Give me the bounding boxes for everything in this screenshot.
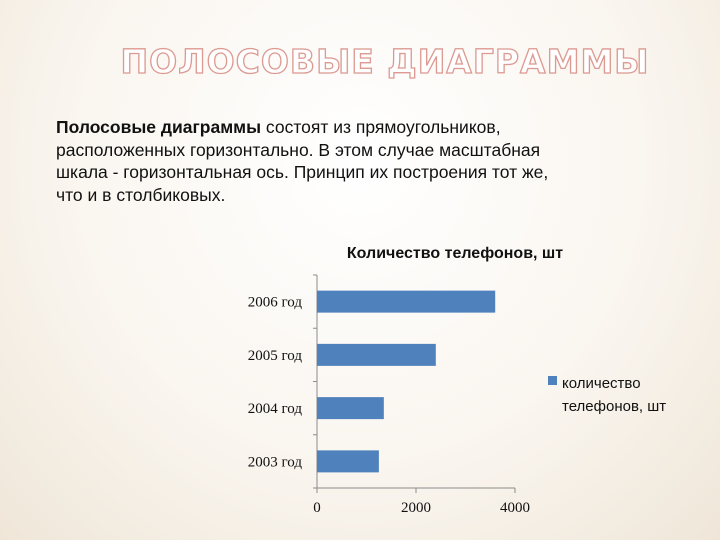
body-paragraph: Полосовые диаграммы состоят из прямоугол… — [56, 116, 576, 206]
body-paragraph-bold: Полосовые диаграммы — [56, 117, 262, 137]
y-tick-label: 2005 год — [248, 348, 303, 364]
bar-1 — [317, 290, 496, 313]
y-tick-label: 2004 год — [248, 401, 303, 417]
x-tick-label: 2000 — [401, 500, 431, 516]
legend-label: количество — [562, 375, 641, 392]
bar-2 — [317, 343, 436, 366]
slide-title: ПОЛОСОВЫЕ ДИАГРАММЫ — [120, 41, 650, 81]
y-tick-label: 2003 год — [248, 454, 303, 470]
bar-4 — [317, 450, 379, 473]
chart-title: Количество телефонов, шт — [347, 245, 563, 262]
bar-3 — [317, 397, 384, 420]
x-tick-label: 0 — [313, 500, 321, 516]
legend-swatch — [548, 376, 557, 385]
body-paragraph-rest: состоят из прямоугольников, расположенны… — [56, 117, 549, 205]
x-tick-label: 4000 — [500, 500, 530, 516]
legend-label: телефонов, шт — [562, 398, 666, 415]
y-tick-label: 2006 год — [248, 295, 303, 311]
